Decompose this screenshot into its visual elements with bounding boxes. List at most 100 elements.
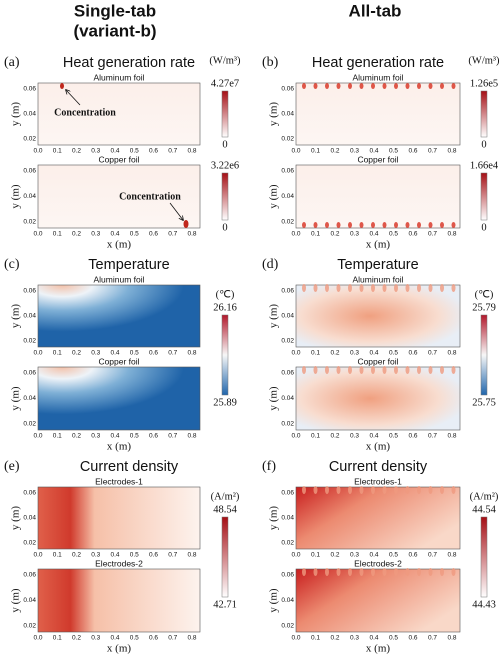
- y-tick-label: 0.04: [281, 111, 294, 118]
- hotspot: [394, 222, 398, 228]
- x-tick-label: 0.8: [447, 635, 456, 642]
- subplot-title: Electrodes-1: [95, 476, 143, 486]
- x-tick-label: 0.1: [53, 231, 62, 238]
- y-tick-label: 0.02: [281, 623, 294, 630]
- hotspot: [336, 284, 341, 292]
- panel-title: Current density: [80, 459, 179, 475]
- y-axis-label: y (m): [10, 102, 22, 126]
- panel-label: (c): [4, 257, 20, 272]
- colorbar-min: 0: [481, 139, 486, 150]
- x-tick-label: 0.1: [53, 635, 62, 642]
- hotspot: [348, 284, 352, 292]
- subplot-title: Copper foil: [357, 154, 398, 164]
- hotspot: [60, 83, 64, 89]
- subplot-title: Copper foil: [98, 154, 139, 164]
- panel-label: (e): [4, 459, 20, 474]
- hotspot: [371, 568, 375, 576]
- hotspot: [302, 83, 306, 89]
- y-tick-label: 0.04: [23, 597, 36, 604]
- hotspot: [325, 486, 329, 494]
- x-tick-label: 0.2: [72, 552, 81, 559]
- hotspot: [440, 284, 444, 292]
- hotspot: [451, 366, 456, 374]
- y-tick-label: 0.06: [23, 572, 36, 579]
- colorbar-unit: (W/m³): [468, 55, 500, 66]
- column-header: All-tab: [349, 1, 402, 20]
- hotspot: [359, 284, 364, 292]
- x-tick-label: 0.4: [369, 231, 378, 238]
- x-tick-label: 0.6: [149, 148, 158, 155]
- y-tick-label: 0.06: [281, 490, 294, 497]
- y-tick-label: 0.02: [281, 136, 294, 143]
- x-axis-label: x (m): [366, 239, 390, 251]
- hotspot: [336, 366, 341, 374]
- x-tick-label: 0.8: [187, 350, 196, 357]
- x-tick-label: 0.7: [168, 350, 177, 357]
- x-tick-label: 0.7: [168, 148, 177, 155]
- annotation: Concentration: [119, 191, 181, 202]
- hotspot: [428, 222, 433, 228]
- x-tick-label: 0.2: [72, 231, 81, 238]
- hotspot: [348, 222, 352, 228]
- hotspot: [405, 83, 410, 89]
- hotspot: [417, 222, 421, 228]
- hotspot: [382, 222, 387, 228]
- y-tick-label: 0.04: [23, 193, 36, 200]
- heatmap: [295, 366, 461, 431]
- x-tick-label: 0.3: [91, 231, 100, 238]
- x-tick-label: 0.7: [428, 635, 437, 642]
- colorbar-max: 1.66e4: [470, 160, 499, 171]
- hotspot: [451, 222, 456, 228]
- x-tick-label: 0.6: [149, 552, 158, 559]
- x-tick-label: 0.7: [168, 552, 177, 559]
- x-tick-label: 0.0: [291, 433, 300, 440]
- heatmap: [37, 284, 201, 348]
- colorbar-max: 26.16: [213, 302, 237, 313]
- colorbar: [480, 90, 488, 138]
- x-tick-label: 0.0: [291, 231, 300, 238]
- panel-label: (f): [262, 459, 276, 474]
- x-tick-label: 0.5: [389, 350, 398, 357]
- hotspot: [336, 83, 341, 89]
- y-tick-label: 0.02: [281, 219, 294, 226]
- arrow: [66, 90, 81, 106]
- x-tick-label: 0.8: [447, 231, 456, 238]
- hotspot: [359, 222, 364, 228]
- y-tick-label: 0.06: [23, 288, 36, 295]
- hotspot: [451, 284, 456, 292]
- y-tick-label: 0.02: [281, 338, 294, 345]
- x-tick-label: 0.1: [311, 231, 320, 238]
- x-tick-label: 0.8: [187, 433, 196, 440]
- x-tick-label: 0.0: [33, 433, 42, 440]
- heatmap: [37, 164, 201, 229]
- hotspot: [417, 568, 421, 576]
- x-tick-label: 0.6: [408, 433, 417, 440]
- hotspot: [302, 366, 306, 374]
- x-tick-label: 0.5: [130, 148, 139, 155]
- y-axis-label: y (m): [10, 304, 22, 328]
- x-axis-label: x (m): [107, 441, 131, 453]
- x-tick-label: 0.5: [130, 635, 139, 642]
- colorbar-min: 25.89: [213, 397, 237, 408]
- x-tick-label: 0.4: [369, 635, 378, 642]
- x-tick-label: 0.1: [311, 552, 320, 559]
- x-tick-label: 0.1: [53, 350, 62, 357]
- heatmap: [295, 164, 461, 229]
- y-tick-label: 0.02: [281, 421, 294, 428]
- x-tick-label: 0.5: [130, 350, 139, 357]
- colorbar-min: 0: [481, 222, 486, 233]
- y-tick-label: 0.06: [281, 572, 294, 579]
- x-tick-label: 0.0: [33, 552, 42, 559]
- hotspot: [394, 486, 398, 494]
- colorbar-max: 3.22e6: [211, 160, 239, 171]
- hotspot: [440, 222, 444, 228]
- x-tick-label: 0.0: [33, 148, 42, 155]
- y-tick-label: 0.04: [281, 395, 294, 402]
- hotspot: [371, 366, 375, 374]
- x-tick-label: 0.1: [53, 433, 62, 440]
- x-tick-label: 0.7: [168, 635, 177, 642]
- panel-label: (b): [262, 55, 279, 70]
- x-tick-label: 0.2: [72, 433, 81, 440]
- hotspot: [302, 568, 306, 576]
